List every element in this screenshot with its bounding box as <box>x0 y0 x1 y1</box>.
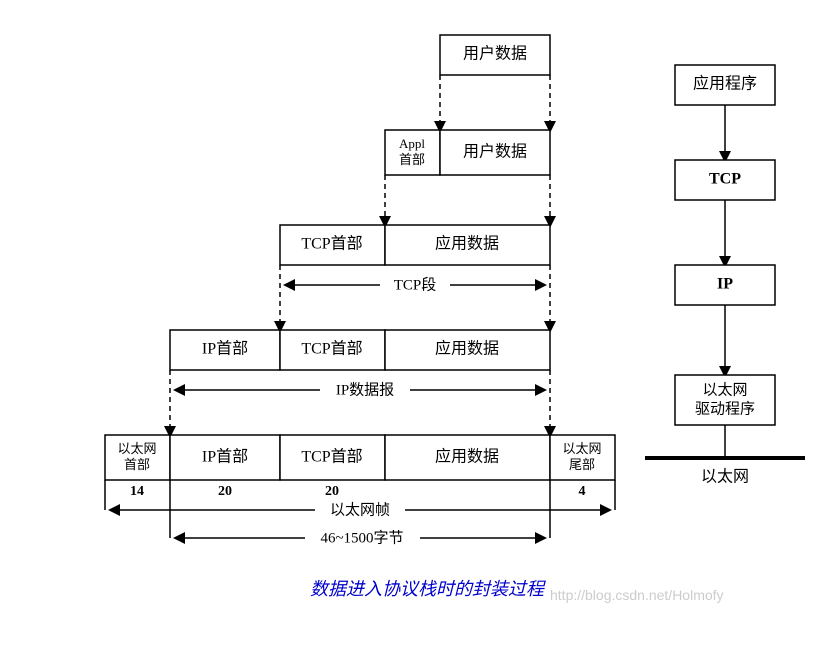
row3-tcp: TCP首部 <box>301 235 362 253</box>
row1-userdata: 用户数据 <box>463 45 527 63</box>
caption: 数据进入协议栈时的封装过程 <box>310 579 546 599</box>
size-tcp: 20 <box>325 484 339 499</box>
row5-ip: IP首部 <box>202 448 248 466</box>
right-tcp: TCP <box>709 171 741 188</box>
size-eth-h: 14 <box>130 484 144 499</box>
ip-dgram-label: IP数据报 <box>336 381 394 398</box>
row5-etht-l1: 以太网 <box>562 441 601 456</box>
row2-appl-l1: Appl <box>399 136 425 151</box>
row2-appl-l2: 首部 <box>399 152 425 167</box>
right-ip: IP <box>717 276 733 293</box>
row5-etht-l2: 尾部 <box>569 457 595 472</box>
row3-app: 应用数据 <box>435 234 499 253</box>
row4-tcp: TCP首部 <box>301 340 362 358</box>
row2-userdata: 用户数据 <box>463 143 527 161</box>
size-ip: 20 <box>218 484 232 499</box>
right-driver-l1: 以太网 <box>702 381 747 398</box>
row4-ip: IP首部 <box>202 340 248 358</box>
row4-app: 应用数据 <box>435 339 499 358</box>
row5-ethh-l2: 首部 <box>124 457 150 472</box>
row5-ethh-l1: 以太网 <box>117 441 156 456</box>
watermark: http://blog.csdn.net/Holmofy <box>550 587 724 603</box>
encapsulation-diagram: 用户数据 Appl 首部 用户数据 TCP首部 应用数据 TCP段 IP首部 T… <box>10 10 827 636</box>
payload-label: 46~1500字节 <box>320 529 403 546</box>
right-ethernet: 以太网 <box>701 468 749 486</box>
tcp-seg-label: TCP段 <box>394 276 437 293</box>
size-eth-t: 4 <box>579 484 586 499</box>
eth-frame-label: 以太网帧 <box>330 501 390 518</box>
right-app: 应用程序 <box>693 74 757 93</box>
right-driver-l2: 驱动程序 <box>695 400 755 417</box>
row5-app: 应用数据 <box>435 447 499 466</box>
row5-tcp: TCP首部 <box>301 448 362 466</box>
